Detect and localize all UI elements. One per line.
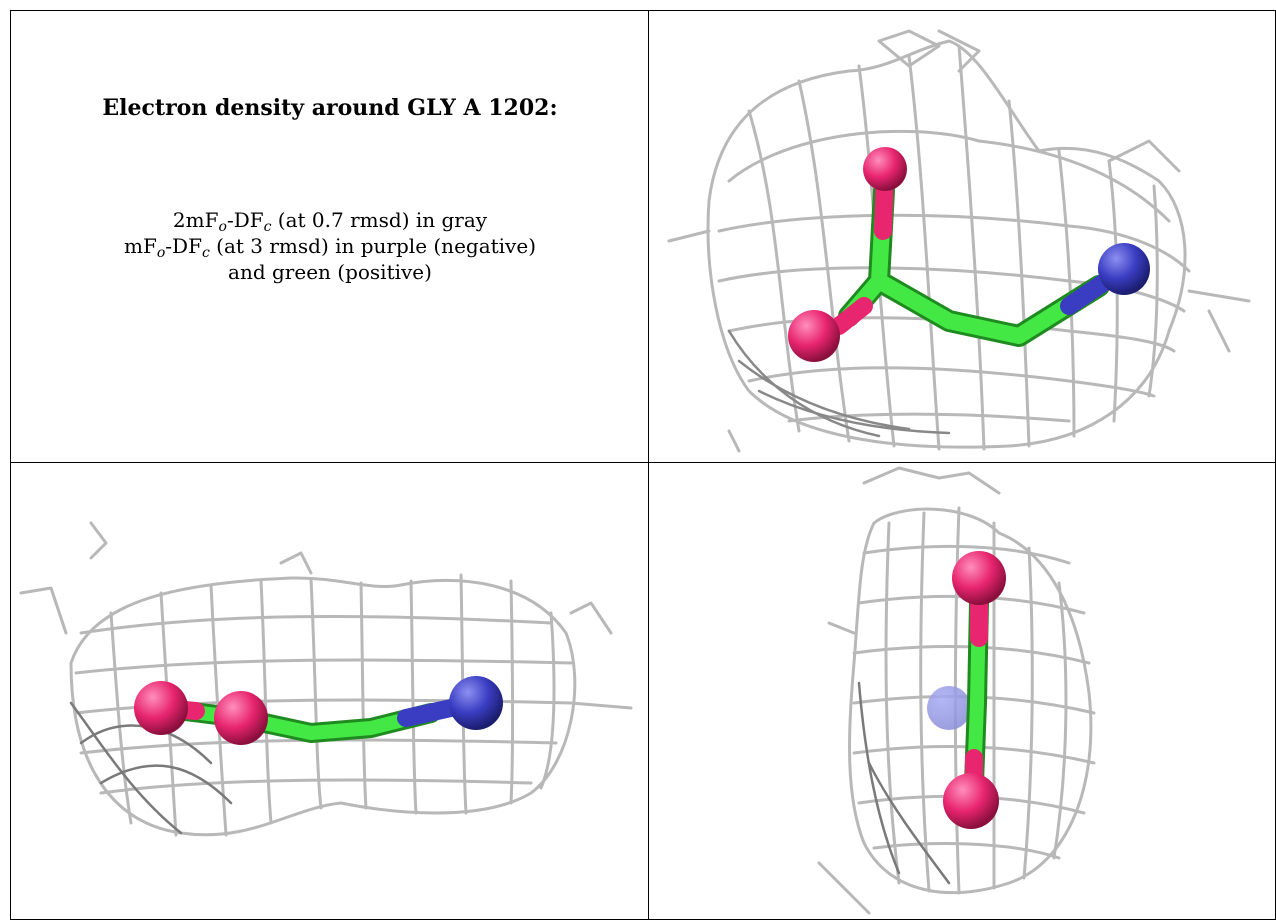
oxygen-atom	[788, 310, 840, 362]
mesh-2mfo-dfc	[667, 29, 1251, 453]
density-view-top-right	[648, 10, 1276, 462]
caption-line-2mfo: 2mFo-DFc (at 0.7 rmsd) in gray	[172, 208, 488, 235]
glycine-stick-model	[927, 551, 1006, 829]
caption: Electron density around GLY A 1202: 2mFo…	[11, 11, 648, 462]
caption-cell: Electron density around GLY A 1202: 2mFo…	[10, 10, 648, 462]
density-view-bottom-left	[10, 462, 648, 920]
nitrogen-atom	[449, 676, 503, 730]
density-view-bottom-right	[648, 462, 1276, 920]
caption-line-green: and green (positive)	[228, 260, 432, 284]
oxygen-atom	[134, 681, 188, 735]
oxygen-atom	[952, 551, 1006, 605]
caption-description: 2mFo-DFc (at 0.7 rmsd) in gray mFo-DFc (…	[11, 207, 648, 285]
figure-grid: Electron density around GLY A 1202: 2mFo…	[10, 10, 1276, 920]
caption-line-mfo: mFo-DFc (at 3 rmsd) in purple (negative)	[124, 234, 536, 261]
caption-title: Electron density around GLY A 1202:	[102, 95, 558, 121]
glycine-stick-model	[788, 147, 1150, 362]
nitrogen-atom	[927, 686, 971, 730]
density-render-2	[19, 521, 633, 837]
oxygen-atom	[214, 691, 268, 745]
oxygen-atom	[863, 147, 907, 191]
nitrogen-atom	[1098, 243, 1150, 295]
oxygen-atom	[943, 773, 999, 829]
density-render-1	[667, 29, 1251, 453]
density-render-3	[817, 466, 1096, 915]
glycine-stick-model	[134, 676, 503, 745]
